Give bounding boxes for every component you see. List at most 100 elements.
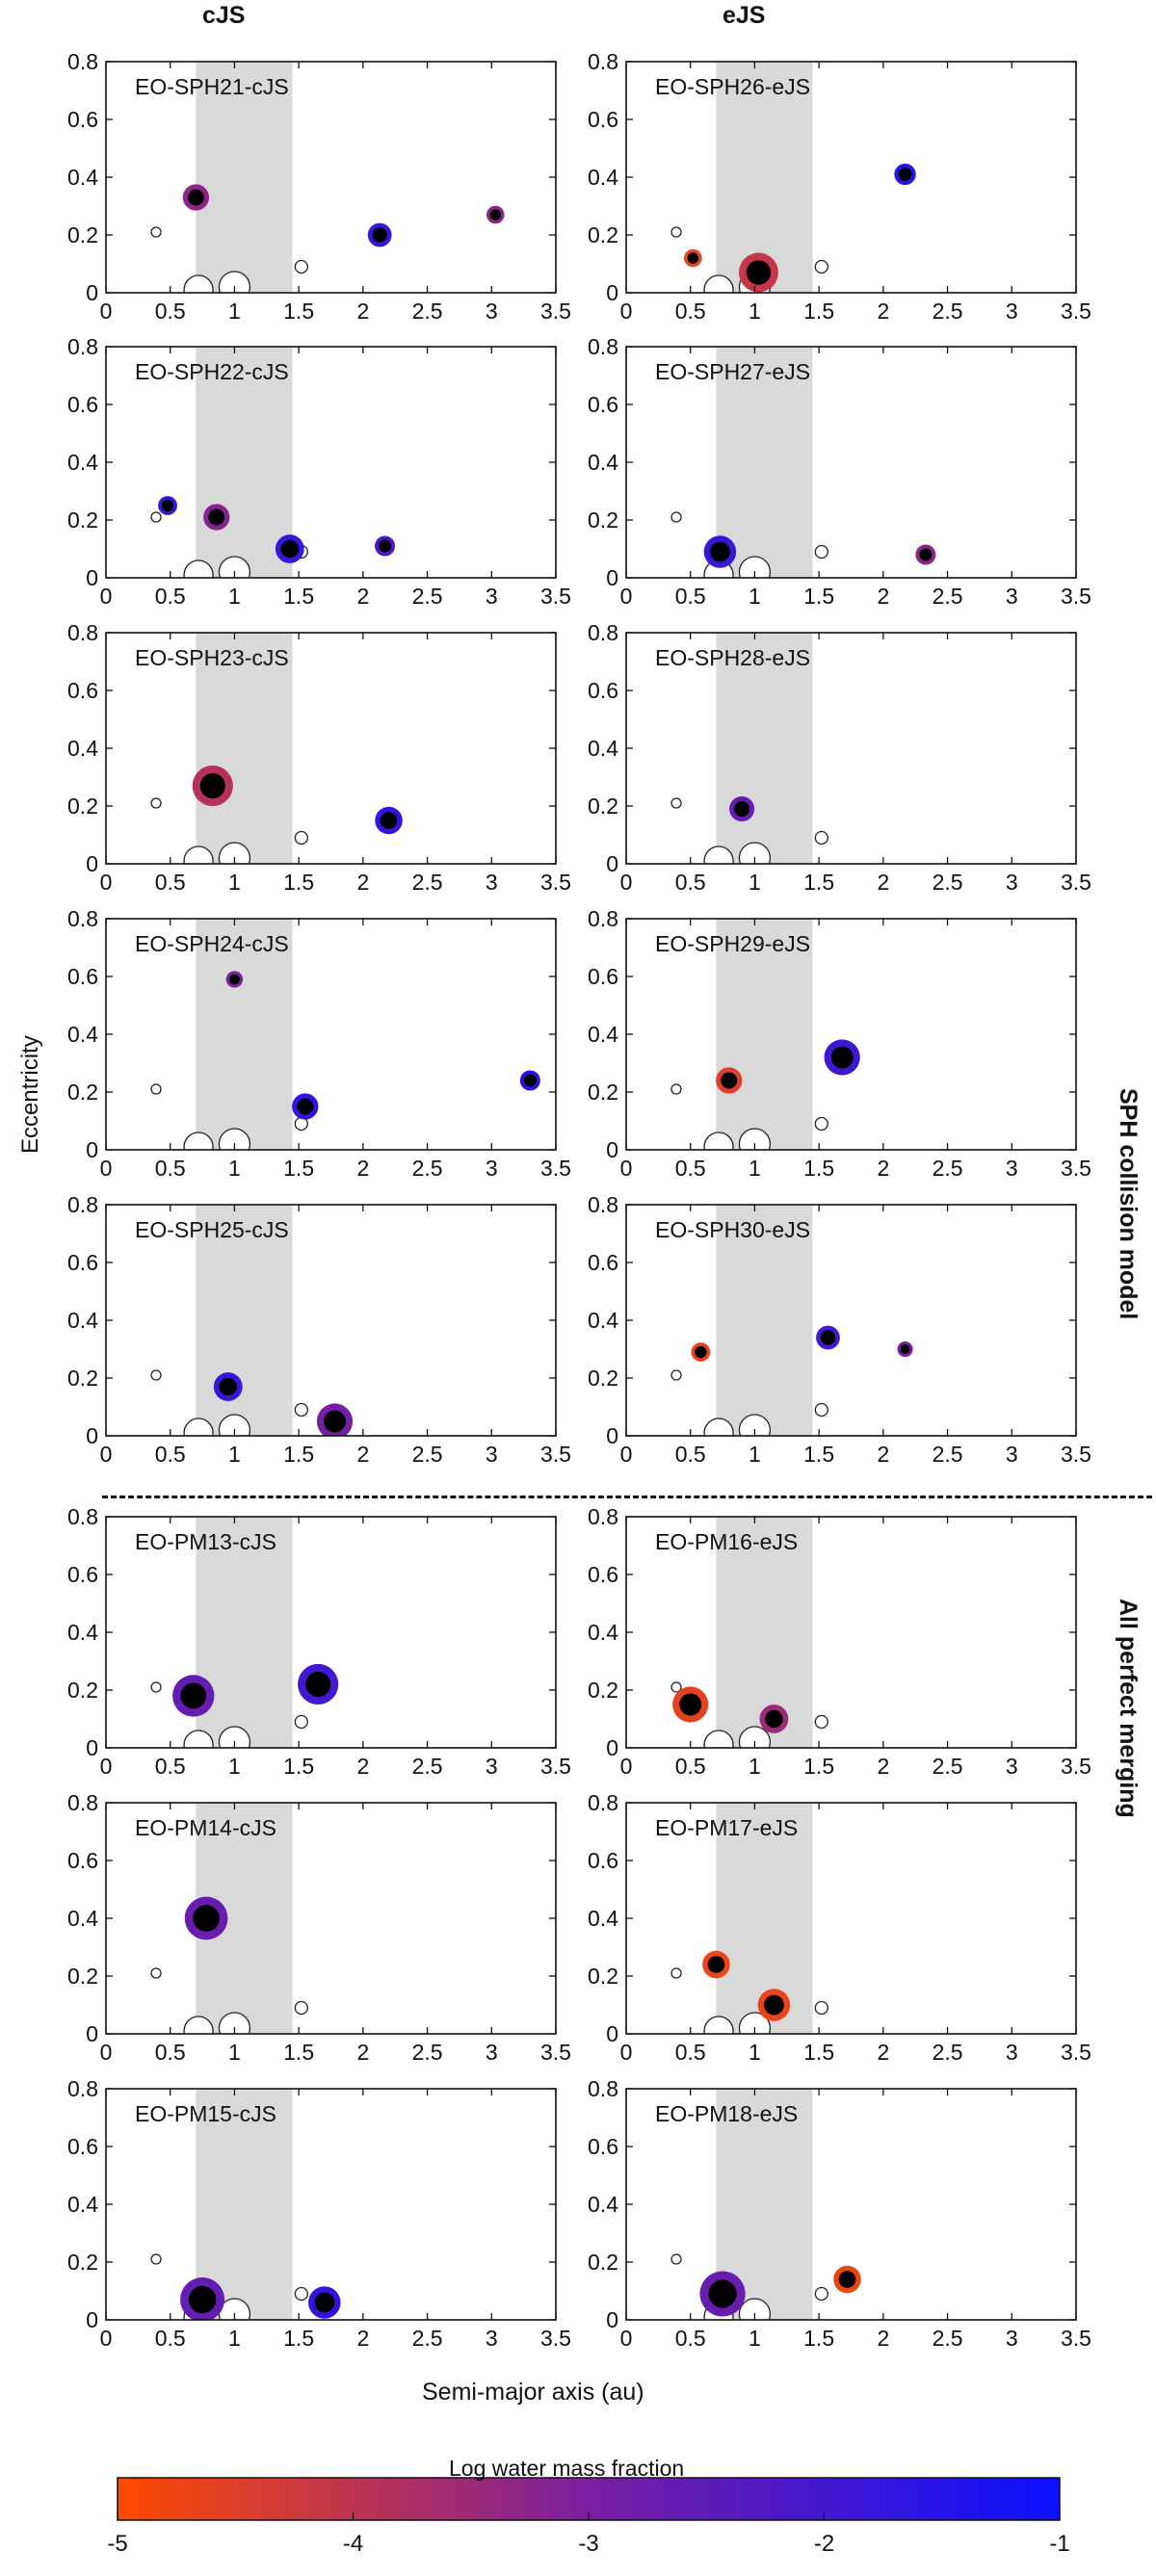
planet-core <box>707 1956 725 1973</box>
reference-planet-earth <box>218 2012 251 2034</box>
panel-title: EO-SPH29-eJS <box>655 931 810 956</box>
y-tick-label: 0.6 <box>67 392 98 417</box>
planet-1 <box>180 2277 225 2320</box>
x-tick-label: 2.5 <box>933 1442 963 1467</box>
planet-2 <box>298 1663 339 1705</box>
x-tick-label: 2.5 <box>412 584 443 609</box>
x-tick-label: 2.5 <box>412 299 443 324</box>
y-tick-label: 0.4 <box>67 2192 98 2217</box>
y-tick-label: 0.8 <box>67 906 98 931</box>
reference-planet-earth <box>218 1726 251 1748</box>
y-axis-label: Eccentricity <box>17 1035 43 1154</box>
y-tick-label: 0.4 <box>588 2192 618 2217</box>
x-tick-label: 3 <box>486 299 498 324</box>
y-tick-label: 0 <box>86 1137 98 1162</box>
x-tick-label: 3 <box>1006 584 1018 609</box>
x-tick-label: 1 <box>749 1156 761 1181</box>
x-tick-label: 1.5 <box>283 584 314 609</box>
panel-eo-sph28-ejs: 0 0.5 1 1.5 2 2.5 3 3.5 0 0.2 0.4 0.6 0.8 EO-SPH28-eJ… <box>588 620 1091 895</box>
planet-core <box>193 1905 220 1932</box>
y-tick-label: 0.4 <box>67 1906 98 1931</box>
y-tick-label: 0.6 <box>67 964 98 989</box>
x-tick-label: 2 <box>356 870 369 895</box>
panel-title: EO-PM16-eJS <box>655 1529 798 1554</box>
reference-planet-mercury <box>150 511 162 523</box>
x-tick-label: 0.5 <box>675 584 706 609</box>
y-tick-label: 0 <box>86 2021 98 2046</box>
x-tick-label: 0 <box>100 1754 113 1779</box>
reference-planet-mars <box>814 2000 828 2016</box>
planet-1 <box>192 765 233 807</box>
panel-title: EO-PM15-cJS <box>135 2101 276 2126</box>
x-tick-label: 0 <box>620 2040 633 2065</box>
x-tick-label: 3 <box>486 2326 498 2351</box>
y-tick-label: 0.8 <box>67 2076 98 2101</box>
x-tick-label: 0 <box>620 1156 633 1181</box>
reference-planet-venus <box>703 1418 734 1436</box>
x-tick-label: 2 <box>877 584 889 609</box>
planet-core <box>765 1709 783 1729</box>
plot-area <box>670 1681 828 1748</box>
colorbar-tick-label: -4 <box>343 2531 363 2557</box>
x-tick-label: 3 <box>486 2040 498 2065</box>
reference-planet-mercury <box>670 797 682 809</box>
y-tick-label: 0.2 <box>67 794 98 819</box>
x-tick-label: 0 <box>620 299 633 324</box>
x-tick-label: 1 <box>228 1156 241 1181</box>
x-tick-label: 2.5 <box>412 1156 443 1181</box>
y-tick-label: 0.8 <box>588 1790 618 1815</box>
habitable-zone-band <box>196 62 293 293</box>
x-tick-label: 0.5 <box>155 584 186 609</box>
colorbar-tick-label: -2 <box>814 2531 834 2557</box>
x-tick-label: 3 <box>486 1156 498 1181</box>
reference-planet-mars <box>814 259 828 274</box>
colorbar-title: Log water mass fraction <box>449 2456 685 2481</box>
colorbar-tick-label: -5 <box>107 2531 127 2557</box>
reference-planet-mercury <box>150 797 162 809</box>
panel-title: EO-SPH27-eJS <box>655 359 810 384</box>
x-tick-label: 1.5 <box>283 299 314 324</box>
reference-planet-earth <box>218 1128 251 1150</box>
y-tick-label: 0.6 <box>588 2134 618 2159</box>
x-tick-label: 1.5 <box>803 1754 834 1779</box>
panel-eo-sph26-ejs: 0 0.5 1 1.5 2 2.5 3 3.5 0 0.2 0.4 0.6 0.8 EO-SPH26-eJ… <box>588 49 1091 324</box>
reference-planet-mercury <box>670 1967 682 1979</box>
y-tick-label: 0.2 <box>67 1678 98 1703</box>
planet-1 <box>699 2271 746 2317</box>
planet-core <box>820 1330 836 1345</box>
planet-core <box>746 260 772 285</box>
planet-core <box>919 548 933 561</box>
plot-area <box>670 1325 913 1436</box>
y-tick-label: 0.8 <box>67 49 98 74</box>
habitable-zone-band <box>716 633 813 864</box>
y-tick-label: 0.4 <box>588 736 618 761</box>
planet-2 <box>203 504 230 531</box>
reference-planet-earth <box>738 1414 772 1436</box>
x-tick-label: 0.5 <box>155 2040 186 2065</box>
reference-planet-mercury <box>150 2253 162 2265</box>
planet-core <box>695 1345 707 1359</box>
x-tick-label: 2.5 <box>933 1156 963 1181</box>
planet-1 <box>213 1372 243 1401</box>
y-tick-label: 0.4 <box>588 1308 618 1333</box>
y-tick-label: 0.6 <box>67 1562 98 1587</box>
reference-planet-mercury <box>670 511 682 523</box>
reference-planet-mercury <box>670 226 682 238</box>
plot-area <box>670 2253 861 2320</box>
planet-2 <box>757 1989 791 2021</box>
column-header-ejs: eJS <box>722 2 766 29</box>
x-tick-label: 0.5 <box>675 2326 706 2351</box>
planet-core <box>187 189 204 206</box>
y-tick-label: 0.4 <box>588 1022 618 1047</box>
y-tick-label: 0.2 <box>588 1366 618 1391</box>
x-tick-label: 1.5 <box>803 870 834 895</box>
planet-1 <box>729 795 755 822</box>
reference-planet-mars <box>814 2286 828 2302</box>
y-tick-label: 0.8 <box>67 1790 98 1815</box>
reference-planet-mercury <box>670 2253 682 2265</box>
x-tick-label: 0 <box>620 870 633 895</box>
panel-title: EO-SPH24-cJS <box>135 931 289 956</box>
y-tick-label: 0.8 <box>588 620 618 645</box>
x-tick-label: 1 <box>228 870 241 895</box>
planet-core <box>379 539 392 553</box>
